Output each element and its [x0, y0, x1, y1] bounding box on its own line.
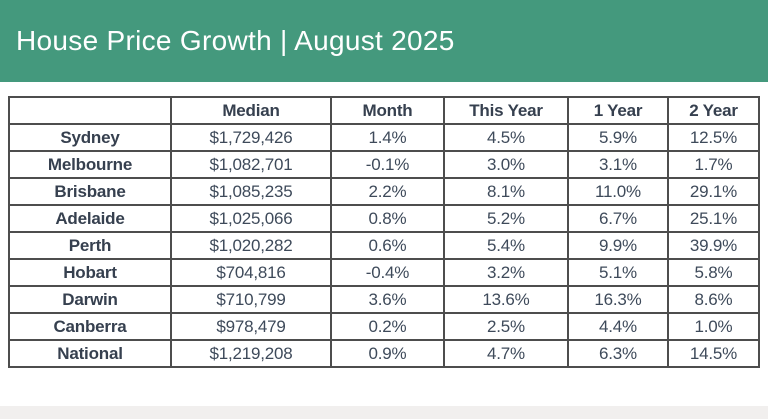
table-row-hobart: Hobart $704,816 -0.4% 3.2% 5.1% 5.8%	[8, 258, 760, 287]
cell-1-year: 16.3%	[567, 285, 669, 314]
column-header-month: Month	[330, 96, 445, 125]
header-banner: House Price Growth | August 2025	[0, 0, 768, 82]
cell-median: $1,082,701	[170, 150, 332, 179]
cell-this-year: 3.2%	[443, 258, 569, 287]
row-label: Adelaide	[8, 204, 172, 233]
cell-1-year: 6.3%	[567, 339, 669, 368]
cell-this-year: 4.7%	[443, 339, 569, 368]
cell-month: -0.4%	[330, 258, 445, 287]
table-row-national: National $1,219,208 0.9% 4.7% 6.3% 14.5%	[8, 339, 760, 368]
cell-month: 0.2%	[330, 312, 445, 341]
table-row-melbourne: Melbourne $1,082,701 -0.1% 3.0% 3.1% 1.7…	[8, 150, 760, 179]
table-row-sydney: Sydney $1,729,426 1.4% 4.5% 5.9% 12.5%	[8, 123, 760, 152]
cell-median: $1,219,208	[170, 339, 332, 368]
cell-this-year: 4.5%	[443, 123, 569, 152]
cell-2-year: 25.1%	[667, 204, 760, 233]
cell-1-year: 9.9%	[567, 231, 669, 260]
row-label: Darwin	[8, 285, 172, 314]
cell-this-year: 3.0%	[443, 150, 569, 179]
cell-1-year: 3.1%	[567, 150, 669, 179]
cell-month: 0.6%	[330, 231, 445, 260]
page-background-strip	[0, 406, 768, 419]
column-header-2-year: 2 Year	[667, 96, 760, 125]
cell-median: $1,025,066	[170, 204, 332, 233]
row-label: Perth	[8, 231, 172, 260]
cell-month: -0.1%	[330, 150, 445, 179]
cell-this-year: 5.4%	[443, 231, 569, 260]
page-title: House Price Growth | August 2025	[16, 25, 455, 56]
cell-2-year: 8.6%	[667, 285, 760, 314]
cell-1-year: 5.9%	[567, 123, 669, 152]
cell-1-year: 6.7%	[567, 204, 669, 233]
table-row-darwin: Darwin $710,799 3.6% 13.6% 16.3% 8.6%	[8, 285, 760, 314]
cell-median: $1,020,282	[170, 231, 332, 260]
column-header-this-year: This Year	[443, 96, 569, 125]
cell-2-year: 39.9%	[667, 231, 760, 260]
cell-1-year: 4.4%	[567, 312, 669, 341]
cell-month: 2.2%	[330, 177, 445, 206]
column-header-1-year: 1 Year	[567, 96, 669, 125]
cell-month: 0.8%	[330, 204, 445, 233]
row-label: Canberra	[8, 312, 172, 341]
cell-this-year: 2.5%	[443, 312, 569, 341]
table-row-perth: Perth $1,020,282 0.6% 5.4% 9.9% 39.9%	[8, 231, 760, 260]
table-row-brisbane: Brisbane $1,085,235 2.2% 8.1% 11.0% 29.1…	[8, 177, 760, 206]
cell-1-year: 11.0%	[567, 177, 669, 206]
cell-2-year: 1.7%	[667, 150, 760, 179]
row-label: Sydney	[8, 123, 172, 152]
cell-2-year: 14.5%	[667, 339, 760, 368]
cell-2-year: 29.1%	[667, 177, 760, 206]
cell-month: 3.6%	[330, 285, 445, 314]
cell-median: $710,799	[170, 285, 332, 314]
cell-2-year: 12.5%	[667, 123, 760, 152]
row-label: National	[8, 339, 172, 368]
column-header-blank	[8, 96, 172, 125]
cell-median: $978,479	[170, 312, 332, 341]
cell-median: $1,729,426	[170, 123, 332, 152]
cell-2-year: 1.0%	[667, 312, 760, 341]
cell-2-year: 5.8%	[667, 258, 760, 287]
cell-median: $1,085,235	[170, 177, 332, 206]
table-row-adelaide: Adelaide $1,025,066 0.8% 5.2% 6.7% 25.1%	[8, 204, 760, 233]
house-price-table: Median Month This Year 1 Year 2 Year Syd…	[8, 96, 760, 368]
cell-month: 0.9%	[330, 339, 445, 368]
cell-this-year: 8.1%	[443, 177, 569, 206]
table-row-canberra: Canberra $978,479 0.2% 2.5% 4.4% 1.0%	[8, 312, 760, 341]
content-card: House Price Growth | August 2025 Median …	[0, 0, 768, 406]
cell-1-year: 5.1%	[567, 258, 669, 287]
table-header-row: Median Month This Year 1 Year 2 Year	[8, 96, 760, 125]
cell-this-year: 13.6%	[443, 285, 569, 314]
row-label: Hobart	[8, 258, 172, 287]
row-label: Brisbane	[8, 177, 172, 206]
cell-median: $704,816	[170, 258, 332, 287]
cell-this-year: 5.2%	[443, 204, 569, 233]
cell-month: 1.4%	[330, 123, 445, 152]
row-label: Melbourne	[8, 150, 172, 179]
column-header-median: Median	[170, 96, 332, 125]
